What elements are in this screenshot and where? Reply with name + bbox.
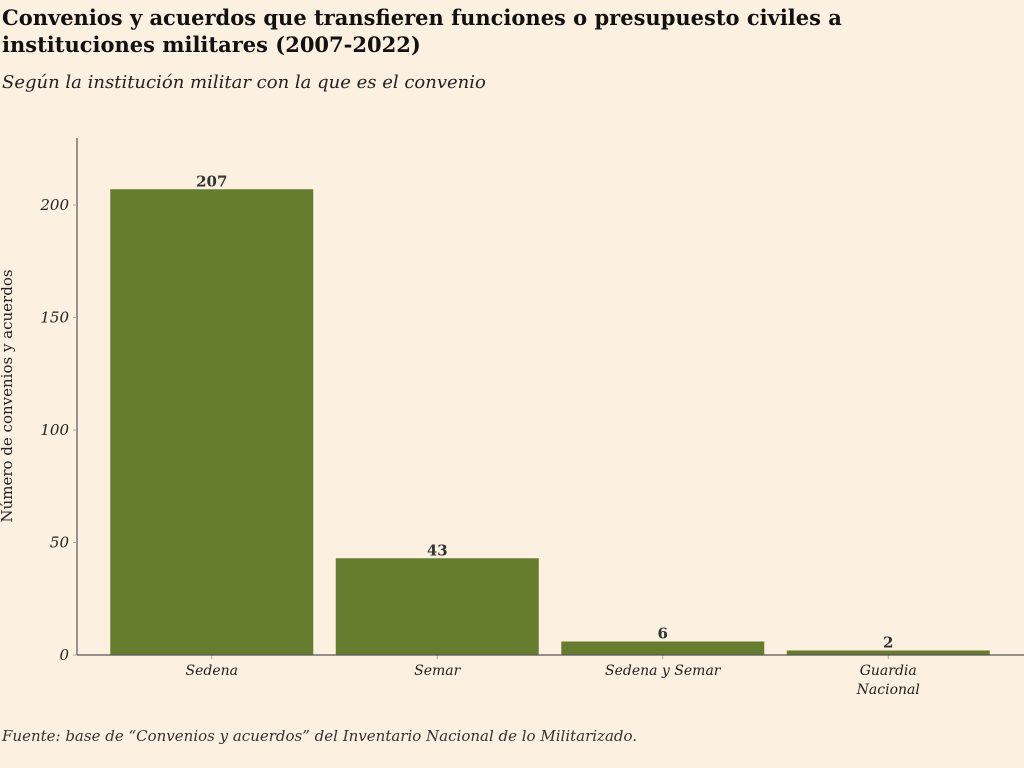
data-label: 43 — [427, 541, 448, 559]
y-tick-label: 200 — [39, 196, 69, 214]
bar — [335, 558, 539, 655]
y-tick-label: 50 — [50, 534, 70, 552]
data-label: 2 — [883, 634, 893, 652]
y-tick-label: 0 — [59, 646, 69, 664]
y-tick-label: 150 — [40, 309, 69, 327]
data-label: 6 — [658, 625, 668, 643]
x-tick-label: Sedena y Semar — [605, 663, 722, 679]
chart-subtitle: Según la institución militar con la que … — [2, 72, 486, 93]
x-tick-label: Guardia — [860, 663, 917, 679]
x-tick-label: Nacional — [856, 682, 920, 698]
bar — [786, 650, 990, 655]
chart-title: Convenios y acuerdos que transfieren fun… — [2, 5, 842, 57]
y-axis: 0 50 100 150 200 — [39, 138, 78, 664]
bar — [110, 189, 314, 655]
x-axis: Sedena Semar Sedena y Semar Guardia Nacional — [77, 654, 1024, 698]
x-tick-label: Sedena — [186, 663, 239, 679]
bars: 207 43 6 2 — [110, 172, 990, 655]
data-label: 207 — [196, 172, 227, 190]
y-tick-label: 100 — [40, 421, 69, 439]
x-tick-label: Semar — [414, 663, 461, 679]
source-note: Fuente: base de “Convenios y acuerdos” d… — [2, 727, 638, 745]
bar — [561, 641, 765, 655]
y-axis-label: Número de convenios y acuerdos — [0, 269, 16, 522]
